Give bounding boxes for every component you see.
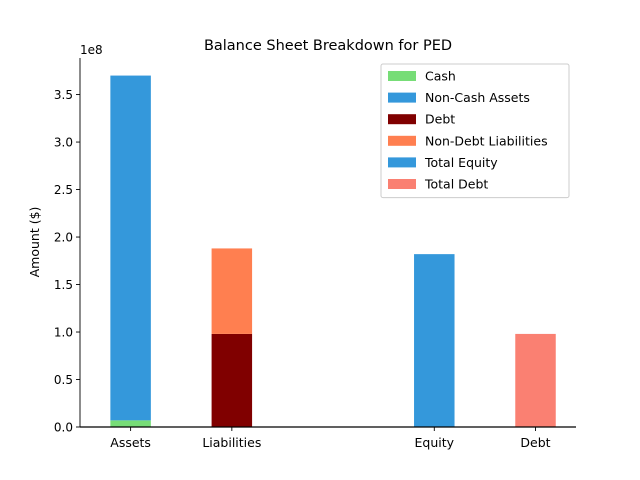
legend-label-total-debt: Total Debt bbox=[424, 177, 488, 192]
y-tick-label: 3.0 bbox=[54, 136, 73, 150]
chart-title: Balance Sheet Breakdown for PED bbox=[204, 38, 452, 54]
legend-swatch-non-cash-assets bbox=[388, 92, 416, 103]
y-axis-label: Amount ($) bbox=[27, 207, 42, 278]
legend-swatch-total-equity bbox=[388, 157, 416, 168]
x-tick-label-debt: Debt bbox=[520, 435, 550, 450]
bar-total-equity bbox=[414, 254, 455, 427]
x-tick-label-assets: Assets bbox=[110, 435, 151, 450]
legend-swatch-non-debt-liabilities bbox=[388, 135, 416, 146]
legend: Cash Non-Cash Assets Debt Non-Debt Liabilit… bbox=[380, 63, 570, 199]
legend-swatch-debt bbox=[388, 114, 416, 125]
legend-swatch-cash bbox=[388, 71, 416, 81]
legend-swatch-total-debt bbox=[388, 179, 416, 189]
y-tick-label: 0.0 bbox=[54, 421, 73, 435]
axes-group: 0.0 0.5 1.0 1.5 2.0 2.5 3.0 3.5 Assets Liabilitie… bbox=[54, 58, 576, 450]
bar-non-debt-liabilities bbox=[211, 248, 253, 334]
y-axis-offset-label: 1e8 bbox=[80, 43, 103, 57]
y-tick-label: 2.5 bbox=[54, 183, 73, 197]
legend-label-debt: Debt bbox=[425, 112, 455, 127]
legend-label-cash: Cash bbox=[425, 69, 456, 84]
x-tick-label-equity: Equity bbox=[415, 435, 455, 450]
legend-label-non-debt-liabilities: Non-Debt Liabilities bbox=[425, 133, 548, 148]
bar-cash bbox=[110, 420, 151, 427]
bar-total-debt bbox=[515, 333, 556, 427]
y-tick-label: 0.5 bbox=[54, 373, 73, 387]
legend-frame bbox=[380, 63, 570, 199]
legend-label-non-cash-assets: Non-Cash Assets bbox=[425, 90, 530, 105]
y-tick-label: 3.5 bbox=[54, 88, 73, 102]
y-tick-label: 2.0 bbox=[54, 231, 73, 245]
x-tick-label-liabilities: Liabilities bbox=[202, 435, 261, 450]
y-tick-label: 1.0 bbox=[54, 326, 73, 340]
bar-debt bbox=[211, 333, 253, 427]
legend-label-total-equity: Total Equity bbox=[424, 155, 498, 170]
y-tick-label: 1.5 bbox=[54, 278, 73, 292]
bar-non-cash-assets bbox=[110, 75, 151, 421]
bars-group bbox=[110, 75, 556, 427]
